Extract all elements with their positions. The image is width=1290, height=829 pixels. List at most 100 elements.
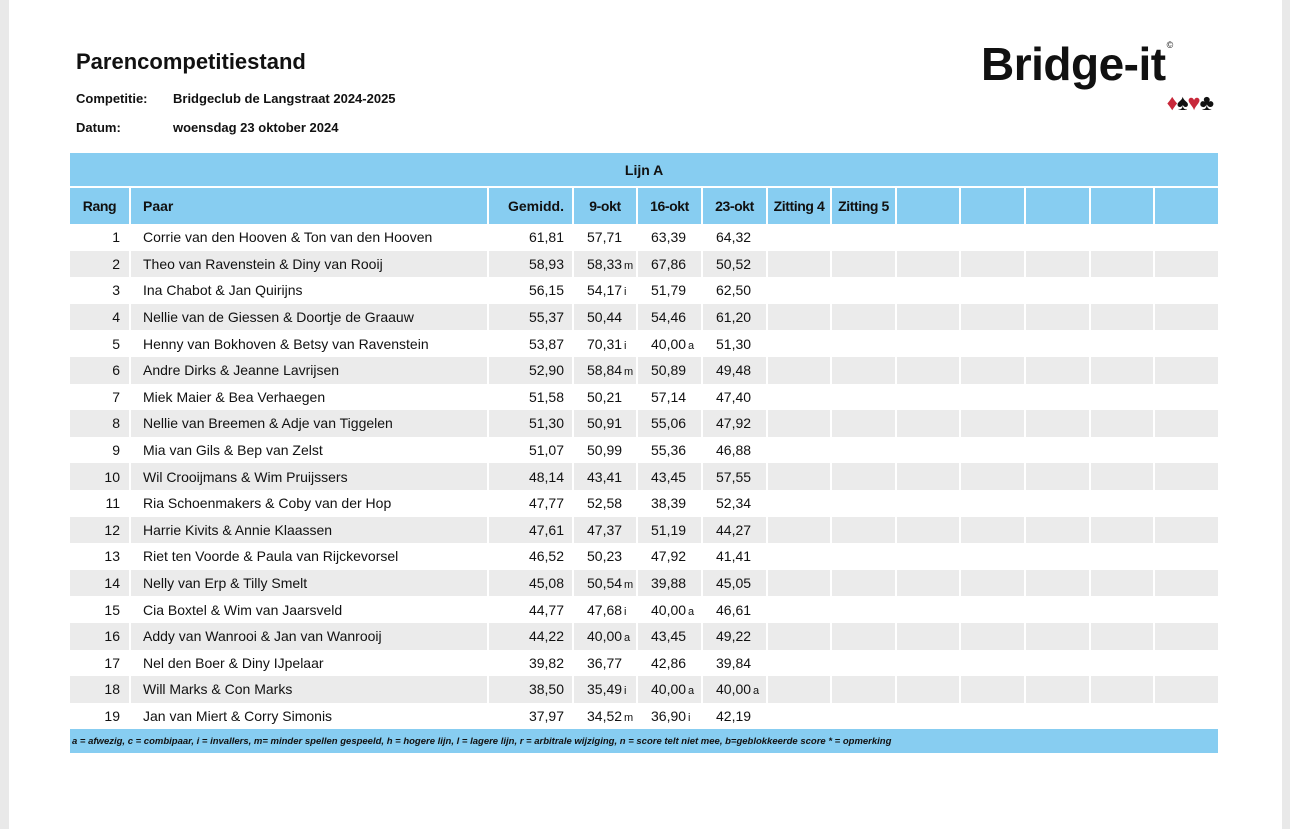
score-cell: 50,89 (637, 356, 703, 384)
empty-cell (767, 489, 832, 517)
score-value: 52,34 (716, 495, 752, 512)
score-value: 40,00 (587, 628, 623, 645)
score-cell: 52,34 (702, 489, 768, 517)
average-cell: 38,50 (488, 676, 574, 703)
empty-cell (896, 463, 961, 490)
column-header-zitting-4: Zitting 4 (767, 187, 832, 224)
empty-cell (767, 250, 832, 278)
pair-cell: Ina Chabot & Jan Quirijns (130, 277, 489, 304)
table-row: 7 Miek Maier & Bea Verhaegen 51,58 50,21 57,… (70, 383, 1221, 411)
empty-cell (767, 543, 832, 570)
score-cell: 38,39 (637, 489, 703, 517)
average-cell: 61,81 (488, 224, 574, 251)
average-cell: 39,82 (488, 649, 574, 677)
empty-cell (767, 596, 832, 623)
column-header-empty-12 (1154, 187, 1221, 224)
score-value: 57,14 (651, 388, 687, 405)
score-cell: 58,84 m (573, 356, 638, 384)
empty-cell (767, 569, 832, 597)
score-value: 51,30 (716, 335, 752, 352)
empty-cell (1090, 676, 1155, 703)
score-flag: m (624, 711, 634, 724)
rank-cell: 8 (70, 410, 131, 437)
score-value: 55,36 (651, 442, 687, 459)
empty-cell (1025, 516, 1091, 544)
empty-cell (1154, 410, 1221, 437)
empty-cell (1025, 330, 1091, 357)
empty-cell (960, 569, 1026, 597)
rank-cell: 4 (70, 303, 131, 331)
empty-cell (1025, 596, 1091, 623)
empty-cell (896, 676, 961, 703)
empty-cell (896, 277, 961, 304)
score-cell: 40,00 a (702, 676, 768, 703)
table-row: 14 Nelly van Erp & Tilly Smelt 45,08 50,54 m… (70, 569, 1221, 597)
diamond-icon: ♦ (1166, 90, 1178, 115)
score-value: 40,00 (716, 681, 752, 698)
rank-cell: 18 (70, 676, 131, 703)
pair-cell: Harrie Kivits & Annie Klaassen (130, 516, 489, 544)
empty-cell (896, 250, 961, 278)
empty-cell (896, 224, 961, 251)
empty-cell (896, 330, 961, 357)
score-value: 51,19 (651, 521, 687, 538)
score-value: 47,92 (651, 548, 687, 565)
empty-cell (960, 436, 1026, 464)
score-value: 51,79 (651, 282, 687, 299)
score-cell: 47,92 (637, 543, 703, 570)
score-cell: 51,19 (637, 516, 703, 544)
empty-cell (960, 277, 1026, 304)
empty-cell (1025, 463, 1091, 490)
empty-cell (1090, 436, 1155, 464)
column-header-16-okt: 16-okt (637, 187, 703, 224)
empty-cell (1025, 383, 1091, 411)
empty-cell (831, 569, 897, 597)
line-title: Lijn A (70, 153, 1221, 188)
rank-cell: 1 (70, 224, 131, 251)
empty-cell (1154, 569, 1221, 597)
empty-cell (1154, 303, 1221, 331)
empty-cell (831, 303, 897, 331)
rank-cell: 5 (70, 330, 131, 357)
table-row: 9 Mia van Gils & Bep van Zelst 51,07 50,99 5… (70, 436, 1221, 464)
empty-cell (896, 516, 961, 544)
pair-cell: Jan van Miert & Corry Simonis (130, 702, 489, 730)
table-body: 1 Corrie van den Hooven & Ton van den Hoo… (70, 224, 1221, 730)
average-cell: 51,58 (488, 383, 574, 411)
score-cell: 47,68 i (573, 596, 638, 623)
rank-cell: 6 (70, 356, 131, 384)
score-cell: 57,55 (702, 463, 768, 490)
score-cell: 64,32 (702, 224, 768, 251)
score-flag: a (688, 339, 695, 352)
empty-cell (1025, 277, 1091, 304)
empty-cell (960, 383, 1026, 411)
empty-cell (767, 303, 832, 331)
score-value: 40,00 (651, 681, 687, 698)
empty-cell (960, 489, 1026, 517)
score-value: 63,39 (651, 229, 687, 246)
empty-cell (1154, 250, 1221, 278)
score-cell: 49,22 (702, 622, 768, 650)
score-cell: 50,44 (573, 303, 638, 331)
pair-cell: Henny van Bokhoven & Betsy van Ravenstei… (130, 330, 489, 357)
rank-cell: 10 (70, 463, 131, 490)
empty-cell (1154, 463, 1221, 490)
average-cell: 51,07 (488, 436, 574, 464)
empty-cell (896, 410, 961, 437)
empty-cell (1025, 569, 1091, 597)
table-row: 5 Henny van Bokhoven & Betsy van Ravenste… (70, 330, 1221, 357)
empty-cell (1154, 676, 1221, 703)
score-cell: 62,50 (702, 277, 768, 304)
empty-cell (767, 383, 832, 411)
score-value: 47,37 (587, 521, 623, 538)
table-row: 2 Theo van Ravenstein & Diny van Rooij 58,… (70, 250, 1221, 278)
average-cell: 44,22 (488, 622, 574, 650)
empty-cell (960, 224, 1026, 251)
column-header-zitting-5: Zitting 5 (831, 187, 897, 224)
pair-cell: Addy van Wanrooi & Jan van Wanrooij (130, 622, 489, 650)
score-value: 39,88 (651, 575, 687, 592)
score-cell: 50,91 (573, 410, 638, 437)
empty-cell (896, 436, 961, 464)
empty-cell (1154, 356, 1221, 384)
empty-cell (831, 277, 897, 304)
